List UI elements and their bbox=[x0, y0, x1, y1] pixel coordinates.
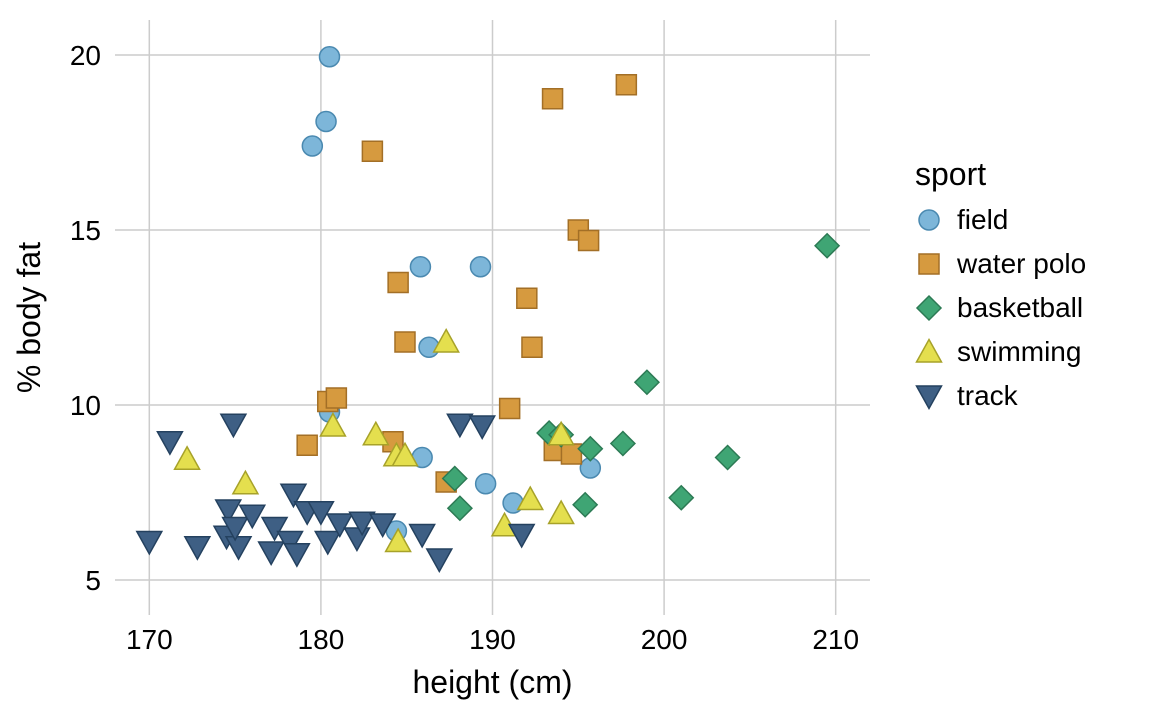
y-tick-label: 5 bbox=[85, 565, 101, 596]
legend-label: water polo bbox=[956, 248, 1086, 279]
y-axis-label: % body fat bbox=[11, 242, 47, 393]
chart-svg: 170 180 190 200 210 5 10 15 20 height (cm) % body … bbox=[0, 0, 1152, 711]
scatter-chart: 170 180 190 200 210 5 10 15 20 height (cm) % body … bbox=[0, 0, 1152, 711]
x-tick-label: 180 bbox=[298, 624, 345, 655]
x-tick-label: 190 bbox=[469, 624, 516, 655]
y-tick-label: 15 bbox=[70, 215, 101, 246]
x-tick-label: 210 bbox=[812, 624, 859, 655]
x-tick-label: 170 bbox=[126, 624, 173, 655]
legend-title: sport bbox=[915, 156, 986, 192]
x-tick-label: 200 bbox=[641, 624, 688, 655]
legend-label: basketball bbox=[957, 292, 1083, 323]
y-tick-label: 10 bbox=[70, 390, 101, 421]
y-tick-label: 20 bbox=[70, 40, 101, 71]
legend-label: swimming bbox=[957, 336, 1081, 367]
legend-label: track bbox=[957, 380, 1019, 411]
legend-label: field bbox=[957, 204, 1008, 235]
x-axis-label: height (cm) bbox=[412, 664, 572, 700]
